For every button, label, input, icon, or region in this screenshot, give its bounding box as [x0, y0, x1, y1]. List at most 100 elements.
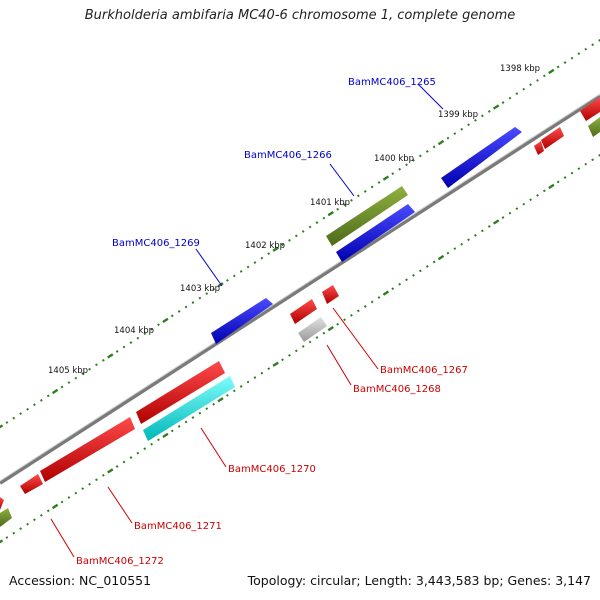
gene-label-1265[interactable]: BamMC406_1265 — [348, 77, 436, 88]
outer-row-tick — [501, 101, 505, 104]
outer-row-tick — [288, 238, 291, 242]
outer-row-tick — [212, 287, 216, 291]
gene-label-1272[interactable]: BamMC406_1272 — [76, 556, 164, 567]
gene-bar-red-long-1[interactable] — [136, 361, 225, 424]
kbp-label-1399: 1399 kbp — [438, 110, 478, 120]
outer-row-tick — [81, 372, 85, 376]
gene-bar-red-small-b[interactable] — [534, 141, 544, 155]
outer-row-tick — [162, 317, 169, 324]
gene-bar-olive-edge-right[interactable] — [588, 117, 600, 137]
inner-row-tick — [12, 531, 16, 535]
inner-row-tick — [577, 167, 581, 171]
backbone-line — [0, 94, 600, 485]
outer-row-tick — [432, 145, 436, 149]
outer-row-tick — [398, 167, 402, 171]
outer-row-tick — [101, 358, 105, 362]
outer-row-tick — [122, 345, 126, 349]
outer-row-tick — [39, 398, 43, 402]
inner-row-tick — [350, 313, 353, 317]
gene-bar-olive-edge-left[interactable] — [0, 508, 12, 527]
inner-row-tick — [301, 345, 305, 348]
inner-row-tick — [501, 216, 505, 219]
outer-row-tick — [46, 394, 50, 398]
outer-row-tick — [308, 225, 312, 229]
outer-row-tick — [239, 270, 243, 273]
outer-row-tick — [51, 388, 59, 395]
outer-row-tick — [74, 376, 78, 380]
outer-row-tick — [343, 203, 346, 207]
outer-row-tick — [19, 412, 23, 416]
inner-row-tick — [150, 442, 153, 446]
inner-row-tick — [281, 358, 284, 362]
inner-row-tick — [343, 318, 346, 322]
inner-row-tick — [487, 225, 491, 228]
inner-row-tick — [260, 371, 264, 375]
gene-bar-1265[interactable] — [441, 127, 522, 188]
inner-row-tick — [288, 353, 291, 357]
outer-row-tick — [492, 104, 500, 110]
gene-bar-1270[interactable] — [143, 376, 235, 441]
gene-bar-red-mid[interactable] — [290, 299, 317, 324]
gene-label-1271[interactable]: BamMC406_1271 — [134, 521, 222, 532]
gene-label-1268[interactable]: BamMC406_1268 — [353, 384, 441, 395]
inner-row-tick — [217, 397, 224, 403]
outer-row-tick — [26, 407, 29, 411]
gene-bar-red-small-a[interactable] — [541, 127, 564, 149]
inner-row-tick — [522, 202, 526, 206]
outer-row-tick — [177, 310, 181, 313]
kbp-label-1403: 1403 kbp — [180, 284, 220, 294]
gene-bar-red-edge-right[interactable] — [580, 97, 600, 121]
outer-row-tick — [322, 216, 326, 220]
accession-text: Accession: NC_010551 — [9, 573, 152, 588]
backbone-line-highlight — [0, 93, 600, 482]
outer-row-tick — [548, 68, 555, 75]
inner-row-tick — [74, 491, 78, 495]
inner-row-tick — [474, 233, 477, 237]
gene-bar-1266[interactable] — [336, 204, 415, 262]
outer-row-tick — [584, 47, 588, 51]
outer-row-tick — [474, 118, 477, 122]
gene-label-1269[interactable]: BamMC406_1269 — [112, 238, 200, 249]
outer-row-tick — [327, 210, 334, 217]
outer-row-tick — [508, 96, 512, 100]
outer-row-tick — [115, 350, 119, 353]
inner-row-tick — [88, 482, 91, 486]
map-title: Burkholderia ambifaria MC40-6 chromosome… — [84, 8, 516, 23]
inner-row-tick — [0, 539, 4, 544]
inner-row-tick — [542, 189, 546, 193]
inner-row-tick — [437, 254, 445, 261]
gene-bar-1268[interactable] — [298, 317, 327, 342]
gene-bar-1269[interactable] — [211, 298, 273, 344]
outer-row-tick — [487, 110, 491, 113]
kbp-label-1402: 1402 kbp — [245, 241, 285, 251]
inner-row-tick — [246, 380, 250, 384]
inner-row-tick — [272, 361, 279, 367]
gene-bar-1272[interactable] — [20, 474, 43, 494]
outer-row-tick — [281, 243, 284, 247]
outer-row-tick — [356, 194, 360, 198]
outer-row-tick — [198, 296, 202, 300]
inner-row-tick — [26, 522, 29, 526]
outer-row-tick — [170, 314, 174, 318]
outer-row-tick — [0, 424, 4, 429]
outer-row-tick — [301, 230, 305, 233]
outer-row-tick — [129, 341, 133, 344]
outer-row-tick — [294, 234, 298, 238]
inner-row-tick — [253, 376, 257, 379]
gene-label-1266[interactable]: BamMC406_1266 — [244, 150, 332, 161]
inner-row-tick — [308, 340, 312, 344]
gene-bar-red-edge-left[interactable] — [0, 497, 4, 510]
gene-bar-olive[interactable] — [326, 186, 408, 246]
inner-row-tick — [382, 290, 390, 296]
gene-label-1270[interactable]: BamMC406_1270 — [228, 464, 316, 475]
inner-row-tick — [322, 331, 326, 335]
gene-bar-1271[interactable] — [40, 417, 135, 482]
outer-row-tick — [315, 221, 319, 224]
outer-row-tick — [563, 61, 567, 64]
gene-bar-1267[interactable] — [322, 285, 339, 304]
outer-row-tick — [437, 139, 445, 146]
outer-row-tick — [205, 292, 209, 296]
gene-label-1267[interactable]: BamMC406_1267 — [380, 365, 468, 376]
outer-row-tick — [515, 92, 519, 96]
